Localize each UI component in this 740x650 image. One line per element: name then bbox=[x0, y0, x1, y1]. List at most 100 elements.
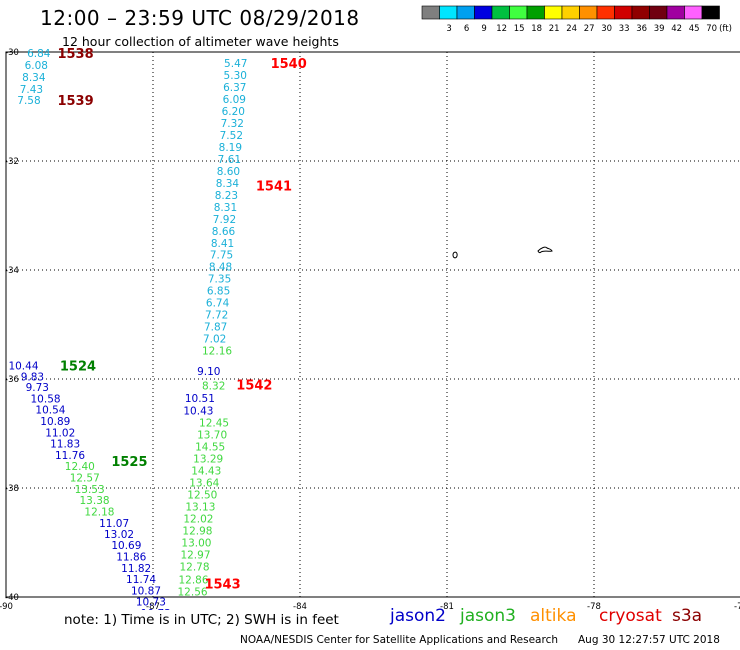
legend-tick-label: 24 bbox=[566, 24, 577, 34]
swh-value: 12.50 bbox=[187, 490, 217, 502]
swh-value: 9.10 bbox=[197, 366, 220, 378]
swh-color-legend: 3 6 9 12 15 18 21 24 27 30 33 36 39 42 45 70 (ft) bbox=[421, 5, 732, 34]
lon-tick-label: -90 bbox=[0, 602, 13, 610]
swh-value: 8.34 bbox=[216, 178, 240, 190]
pass-number-label: 1541 bbox=[256, 180, 292, 195]
swh-value: 13.70 bbox=[197, 430, 227, 442]
pass-number-label: 1543 bbox=[204, 577, 240, 592]
swh-value: 7.43 bbox=[20, 84, 43, 96]
pass-number-label: 1542 bbox=[236, 378, 272, 393]
altimeter-map: -90 -87 -84 -81 -78 -75 -30 -32 -34 -36 -38 -40 6.84… bbox=[0, 47, 740, 610]
legend-tick-label: 18 bbox=[531, 24, 542, 34]
mission-altika: altika bbox=[530, 606, 577, 626]
swh-value: 12.57 bbox=[70, 473, 100, 485]
swh-value: 7.58 bbox=[17, 95, 40, 107]
swh-value: 10.87 bbox=[131, 585, 161, 597]
swh-value: 10.43 bbox=[183, 406, 213, 418]
swh-value: 12.78 bbox=[179, 561, 209, 573]
legend-tick-label: 30 bbox=[601, 24, 612, 34]
swh-value: 12.16 bbox=[202, 346, 232, 358]
mission-cryosat: cryosat bbox=[599, 606, 662, 626]
swh-value: 6.85 bbox=[207, 286, 230, 298]
pass-number-label: 1539 bbox=[57, 94, 93, 109]
swh-value: 6.74 bbox=[206, 298, 230, 310]
swh-value: 12.86 bbox=[178, 575, 208, 587]
pass-number-label: 1525 bbox=[111, 455, 147, 470]
legend-tick-label: 42 bbox=[671, 24, 682, 34]
lon-tick-label: -75 bbox=[734, 602, 740, 610]
swh-value: 7.92 bbox=[213, 214, 236, 226]
legend-tick-label: 15 bbox=[514, 24, 525, 34]
legend-tick-label: 45 bbox=[689, 24, 700, 34]
legend-tick-label: 36 bbox=[636, 24, 647, 34]
swh-value: 13.00 bbox=[181, 538, 211, 550]
swh-value: 11.74 bbox=[126, 574, 156, 586]
swh-value: 8.66 bbox=[212, 226, 236, 238]
swh-value: 13.29 bbox=[193, 454, 223, 466]
mission-s3a: s3a bbox=[672, 606, 703, 626]
mission-jason2: jason2 bbox=[390, 606, 446, 626]
swh-value: 6.37 bbox=[223, 82, 246, 94]
page-title: 12:00 – 23:59 UTC 08/29/2018 bbox=[40, 6, 360, 30]
swh-value: 12.02 bbox=[183, 514, 213, 526]
swh-value: 6.20 bbox=[222, 106, 245, 118]
lon-tick-label: -87 bbox=[146, 602, 160, 610]
swh-value: 7.72 bbox=[205, 310, 228, 322]
lat-tick-label: -38 bbox=[5, 484, 19, 494]
swh-value: 13.13 bbox=[185, 502, 215, 514]
swh-value: 5.30 bbox=[224, 70, 247, 82]
swh-value: 8.34 bbox=[22, 72, 46, 84]
swh-value: 9.73 bbox=[26, 382, 49, 394]
swh-value: 6.09 bbox=[223, 94, 246, 106]
lat-tick-label: -30 bbox=[5, 48, 19, 58]
legend-tick-label: 39 bbox=[654, 24, 665, 34]
swh-value: 10.51 bbox=[185, 393, 215, 405]
swh-value: 7.32 bbox=[221, 118, 244, 130]
lon-tick-label: -84 bbox=[293, 602, 307, 610]
swh-value: 7.35 bbox=[208, 274, 231, 286]
swh-value: 10.44 bbox=[8, 360, 38, 372]
swh-value: 12.40 bbox=[65, 461, 95, 473]
swh-value: 13.02 bbox=[104, 529, 134, 541]
pass-number-label: 1524 bbox=[60, 359, 96, 374]
swh-value: 12.18 bbox=[84, 506, 114, 518]
swh-value: 8.23 bbox=[215, 190, 238, 202]
swh-value: 6.84 bbox=[27, 48, 51, 60]
swh-value: 12.97 bbox=[180, 549, 210, 561]
swh-value: 14.43 bbox=[191, 466, 221, 478]
swh-value: 9.83 bbox=[21, 371, 44, 383]
legend-tick-label: 70 bbox=[706, 24, 717, 34]
lat-tick-label: -32 bbox=[5, 157, 19, 167]
legend-tick-label: 3 bbox=[446, 24, 451, 34]
lat-tick-label: -34 bbox=[5, 266, 19, 276]
swh-value: 10.69 bbox=[111, 540, 141, 552]
legend-tick-label: 27 bbox=[584, 24, 595, 34]
swh-value: 10.73 bbox=[136, 596, 166, 608]
legend-tick-label: 6 bbox=[464, 24, 469, 34]
swh-value: 8.48 bbox=[209, 262, 232, 274]
swh-value: 5.47 bbox=[224, 58, 247, 70]
swh-value: 7.02 bbox=[203, 334, 226, 346]
lat-tick-label: -40 bbox=[5, 593, 19, 603]
swh-value: 11.82 bbox=[121, 563, 151, 575]
legend-tick-label: 9 bbox=[481, 24, 486, 34]
legend-tick-label: 12 bbox=[496, 24, 507, 34]
swh-value: 11.76 bbox=[55, 450, 85, 462]
swh-value: 12.98 bbox=[182, 526, 212, 538]
swh-value: 10.73 bbox=[141, 608, 171, 610]
swh-value: 14.55 bbox=[195, 442, 225, 454]
swh-value: 10.89 bbox=[40, 416, 70, 428]
legend-tick-label: 21 bbox=[549, 24, 560, 34]
swh-value: 8.31 bbox=[214, 202, 237, 214]
island-outline bbox=[537, 246, 553, 254]
swh-value: 8.41 bbox=[211, 238, 234, 250]
legend-swatch bbox=[701, 5, 720, 20]
lon-tick-label: -81 bbox=[440, 602, 454, 610]
swh-value: 11.86 bbox=[116, 552, 146, 564]
swh-value: 6.08 bbox=[25, 60, 48, 72]
swh-value: 7.87 bbox=[204, 322, 227, 334]
swh-value: 7.52 bbox=[220, 130, 243, 142]
swh-value: 13.53 bbox=[75, 484, 105, 496]
swh-value: 8.32 bbox=[202, 381, 225, 393]
